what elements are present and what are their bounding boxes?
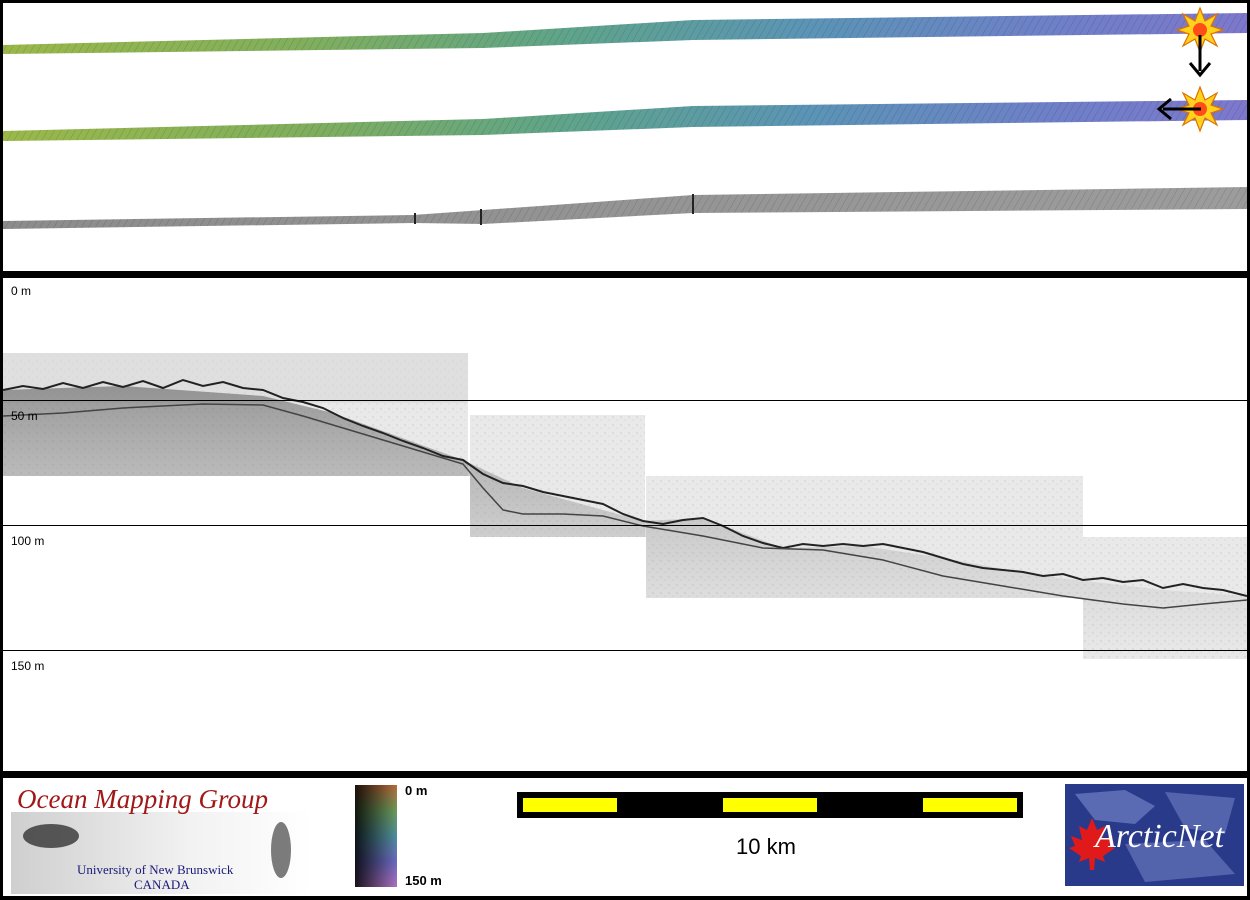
explosion-marker-icon (1175, 6, 1225, 54)
planview-panel (3, 3, 1247, 271)
maple-leaf-icon (1069, 818, 1115, 870)
omg-logo-graphic (11, 812, 311, 894)
scalebar-segment (923, 798, 1017, 812)
arcticnet-logo-text: ArcticNet (1095, 818, 1225, 855)
scalebar (517, 792, 1023, 818)
arcticnet-logo: ArcticNet (1065, 784, 1244, 886)
footer-panel: Ocean Mapping Group University of New Br… (3, 778, 1247, 896)
depth-gridline (3, 525, 1247, 526)
depth-gridline (3, 400, 1247, 401)
depth-label: 150 m (11, 659, 45, 673)
omg-logo: Ocean Mapping Group University of New Br… (3, 778, 323, 896)
omg-university: University of New Brunswick (77, 862, 234, 877)
arrow-left-icon (1156, 97, 1201, 121)
colorbar-top-label: 0 m (405, 783, 428, 798)
arrow-down-icon (1188, 35, 1212, 78)
seismic-profile (3, 353, 1247, 659)
scalebar-segment (723, 798, 817, 812)
scalebar-label: 10 km (736, 834, 796, 859)
seafloor-reflector-upper (3, 378, 1247, 597)
scalebar-segment (523, 798, 617, 812)
omg-title: Ocean Mapping Group (17, 784, 268, 814)
depth-profile-panel: 0 m 50 m 100 m 150 m (3, 278, 1247, 771)
seafloor-reflector-lower (3, 403, 1247, 609)
colorbar-bottom-label: 150 m (405, 873, 442, 888)
omg-country: CANADA (134, 877, 190, 892)
arcticnet-map-graphic (1075, 790, 1235, 882)
swath-strips (3, 6, 1247, 229)
depth-label: 0 m (11, 284, 32, 298)
depth-colorbar (355, 785, 397, 887)
depth-label: 50 m (11, 409, 38, 423)
depth-label: 100 m (11, 534, 45, 548)
depth-gridline (3, 650, 1247, 651)
